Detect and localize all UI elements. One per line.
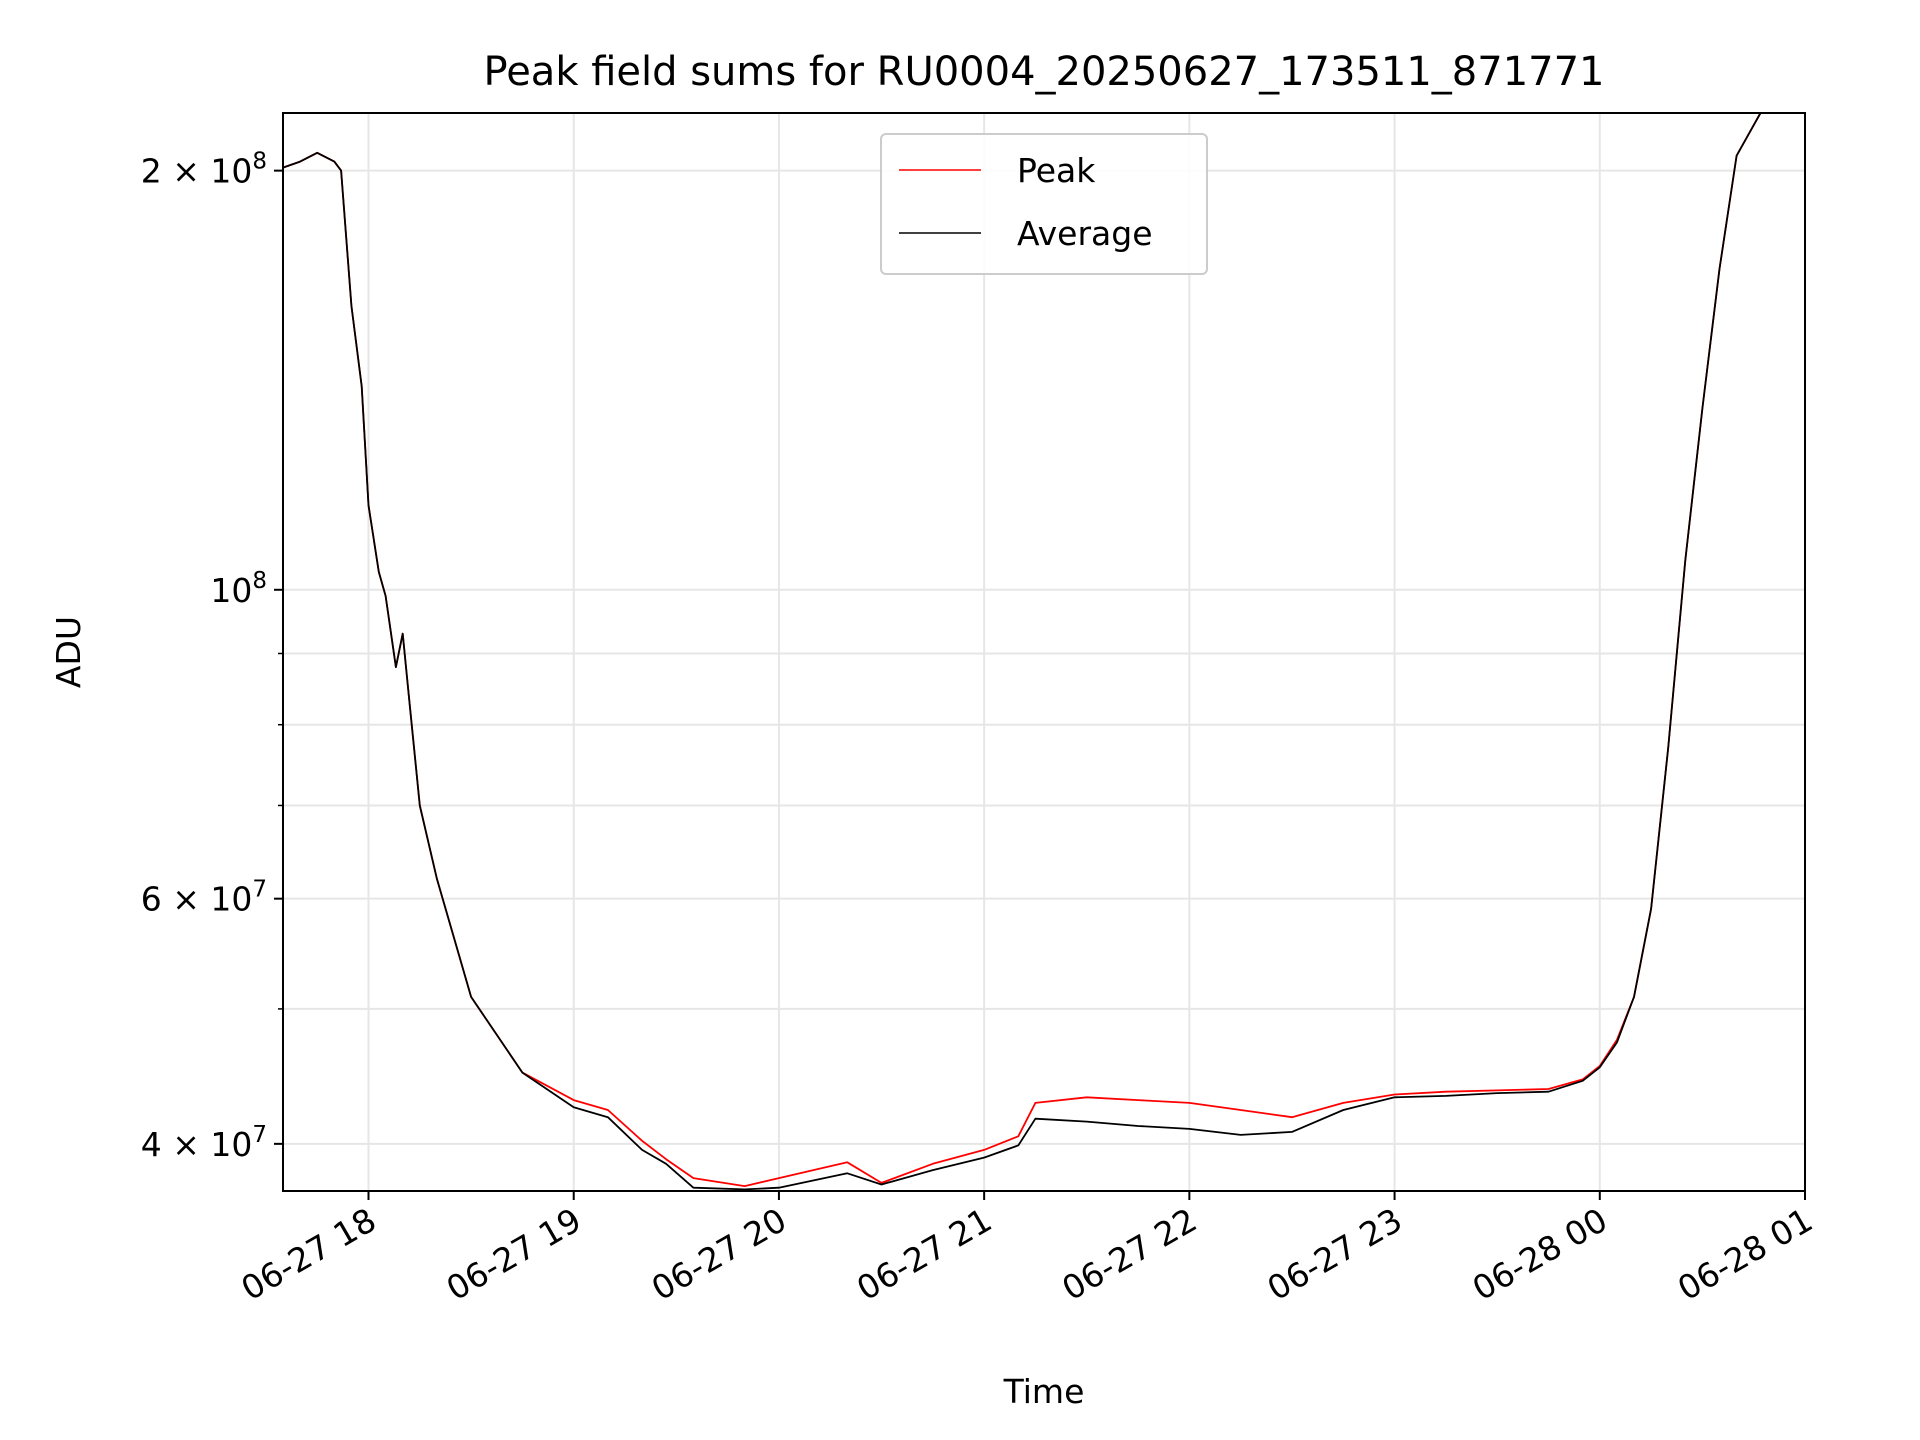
plot-frame	[282, 112, 1806, 1192]
series-line-average	[282, 112, 1762, 1191]
y-tick-label: 2 × 108	[141, 149, 267, 191]
x-axis-label: Time	[1003, 1372, 1085, 1411]
legend: Peak Average	[880, 133, 1208, 275]
legend-label-average: Average	[1017, 214, 1153, 253]
y-tick-label: 108	[210, 568, 267, 610]
legend-box	[880, 133, 1208, 275]
legend-label-peak: Peak	[1017, 151, 1096, 190]
chart-title: Peak field sums for RU0004_20250627_1735…	[484, 49, 1605, 95]
y-tick-label: 6 × 107	[141, 877, 267, 919]
y-axis-label: ADU	[49, 616, 88, 688]
plot-lines	[282, 112, 1762, 1191]
y-tick-label: 4 × 107	[141, 1122, 267, 1164]
y-axis: 4 × 107 6 × 107 108 2 × 108	[141, 149, 283, 1164]
